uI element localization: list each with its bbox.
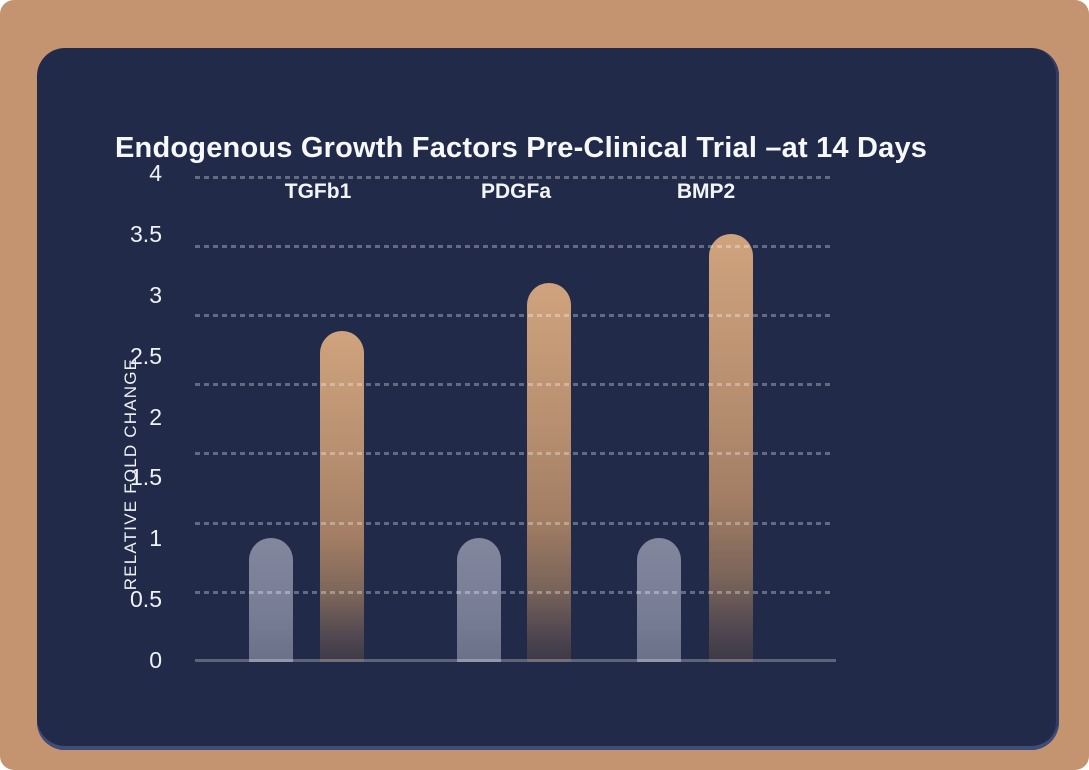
gridline-6 bbox=[195, 590, 832, 594]
gridline-0 bbox=[195, 175, 832, 179]
y-tick-label-2: 2 bbox=[149, 403, 162, 430]
category-label-tgfb1: TGFb1 bbox=[284, 180, 352, 203]
y-tick-label-0.5: 0.5 bbox=[130, 586, 162, 613]
y-tick-label-2.5: 2.5 bbox=[130, 342, 162, 369]
gridline-1 bbox=[195, 244, 832, 248]
gridline-2 bbox=[195, 313, 832, 317]
bar-tgfb1-series1 bbox=[249, 538, 293, 662]
bar-bmp2-series1 bbox=[637, 538, 681, 662]
y-tick-label-3.5: 3.5 bbox=[130, 220, 162, 247]
y-tick-label-0: 0 bbox=[149, 647, 162, 673]
gridline-3 bbox=[195, 383, 832, 387]
y-tick-label-3: 3 bbox=[149, 281, 162, 308]
bar-pdgfa-series2 bbox=[527, 282, 571, 662]
x-axis-line bbox=[195, 659, 836, 662]
bar-bmp2-series2 bbox=[709, 233, 753, 662]
category-label-pdgfa: PDGFa bbox=[480, 180, 551, 203]
bar-pdgfa-series1 bbox=[457, 538, 501, 662]
chart-title: Endogenous Growth Factors Pre-Clinical T… bbox=[115, 132, 928, 164]
y-tick-label-4: 4 bbox=[149, 160, 162, 186]
gridline-5 bbox=[195, 521, 832, 525]
y-tick-label-1: 1 bbox=[149, 525, 162, 552]
category-label-bmp2: BMP2 bbox=[676, 180, 736, 203]
y-tick-label-1.5: 1.5 bbox=[130, 464, 162, 491]
bar-tgfb1-series2 bbox=[320, 331, 364, 662]
gridline-4 bbox=[195, 452, 832, 456]
